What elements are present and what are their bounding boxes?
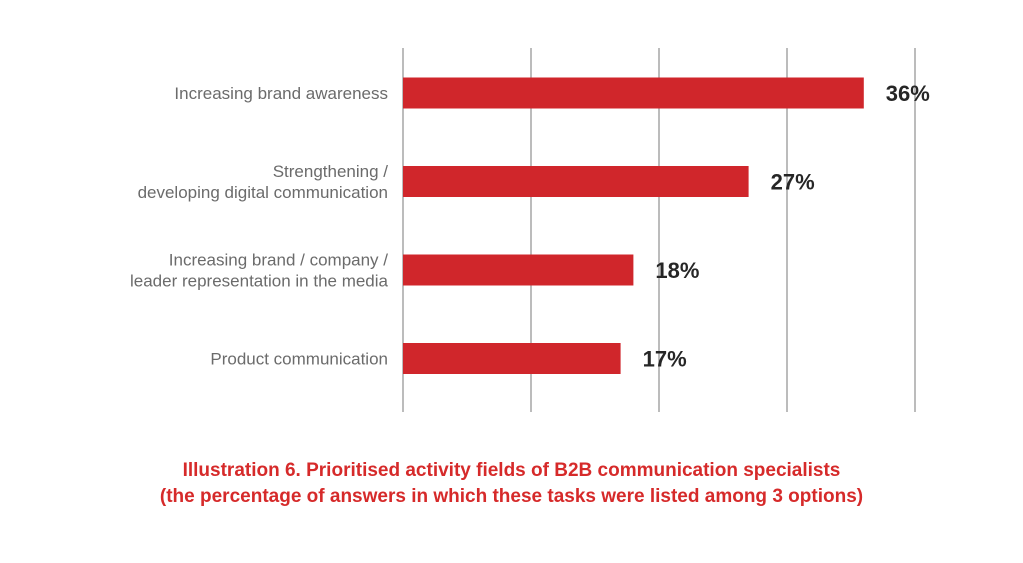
caption-line-1: Illustration 6. Prioritised activity fie… bbox=[182, 460, 841, 481]
chart-caption: Illustration 6. Prioritised activity fie… bbox=[0, 458, 1023, 510]
value-label: 18% bbox=[655, 258, 699, 283]
bars bbox=[403, 77, 864, 374]
category-labels: Increasing brand awareness Strengthening … bbox=[130, 84, 389, 369]
bar bbox=[403, 77, 864, 109]
bar bbox=[403, 343, 621, 374]
value-labels: 36% 27% 18% 17% bbox=[643, 81, 930, 372]
caption-line-2: (the percentage of answers in which thes… bbox=[159, 486, 864, 507]
category-label: leader representation in the media bbox=[130, 272, 389, 291]
bar bbox=[403, 166, 749, 197]
value-label: 27% bbox=[771, 170, 815, 195]
value-label: 36% bbox=[886, 81, 930, 106]
category-label: Increasing brand awareness bbox=[174, 84, 388, 103]
category-label: Product communication bbox=[210, 350, 388, 369]
category-label: Strengthening / bbox=[273, 162, 389, 181]
bar-chart: Increasing brand awareness Strengthening … bbox=[130, 48, 930, 412]
bar bbox=[403, 254, 634, 286]
category-label: Increasing brand / company / bbox=[169, 251, 389, 270]
value-label: 17% bbox=[643, 347, 687, 372]
category-label: developing digital communication bbox=[138, 183, 388, 202]
